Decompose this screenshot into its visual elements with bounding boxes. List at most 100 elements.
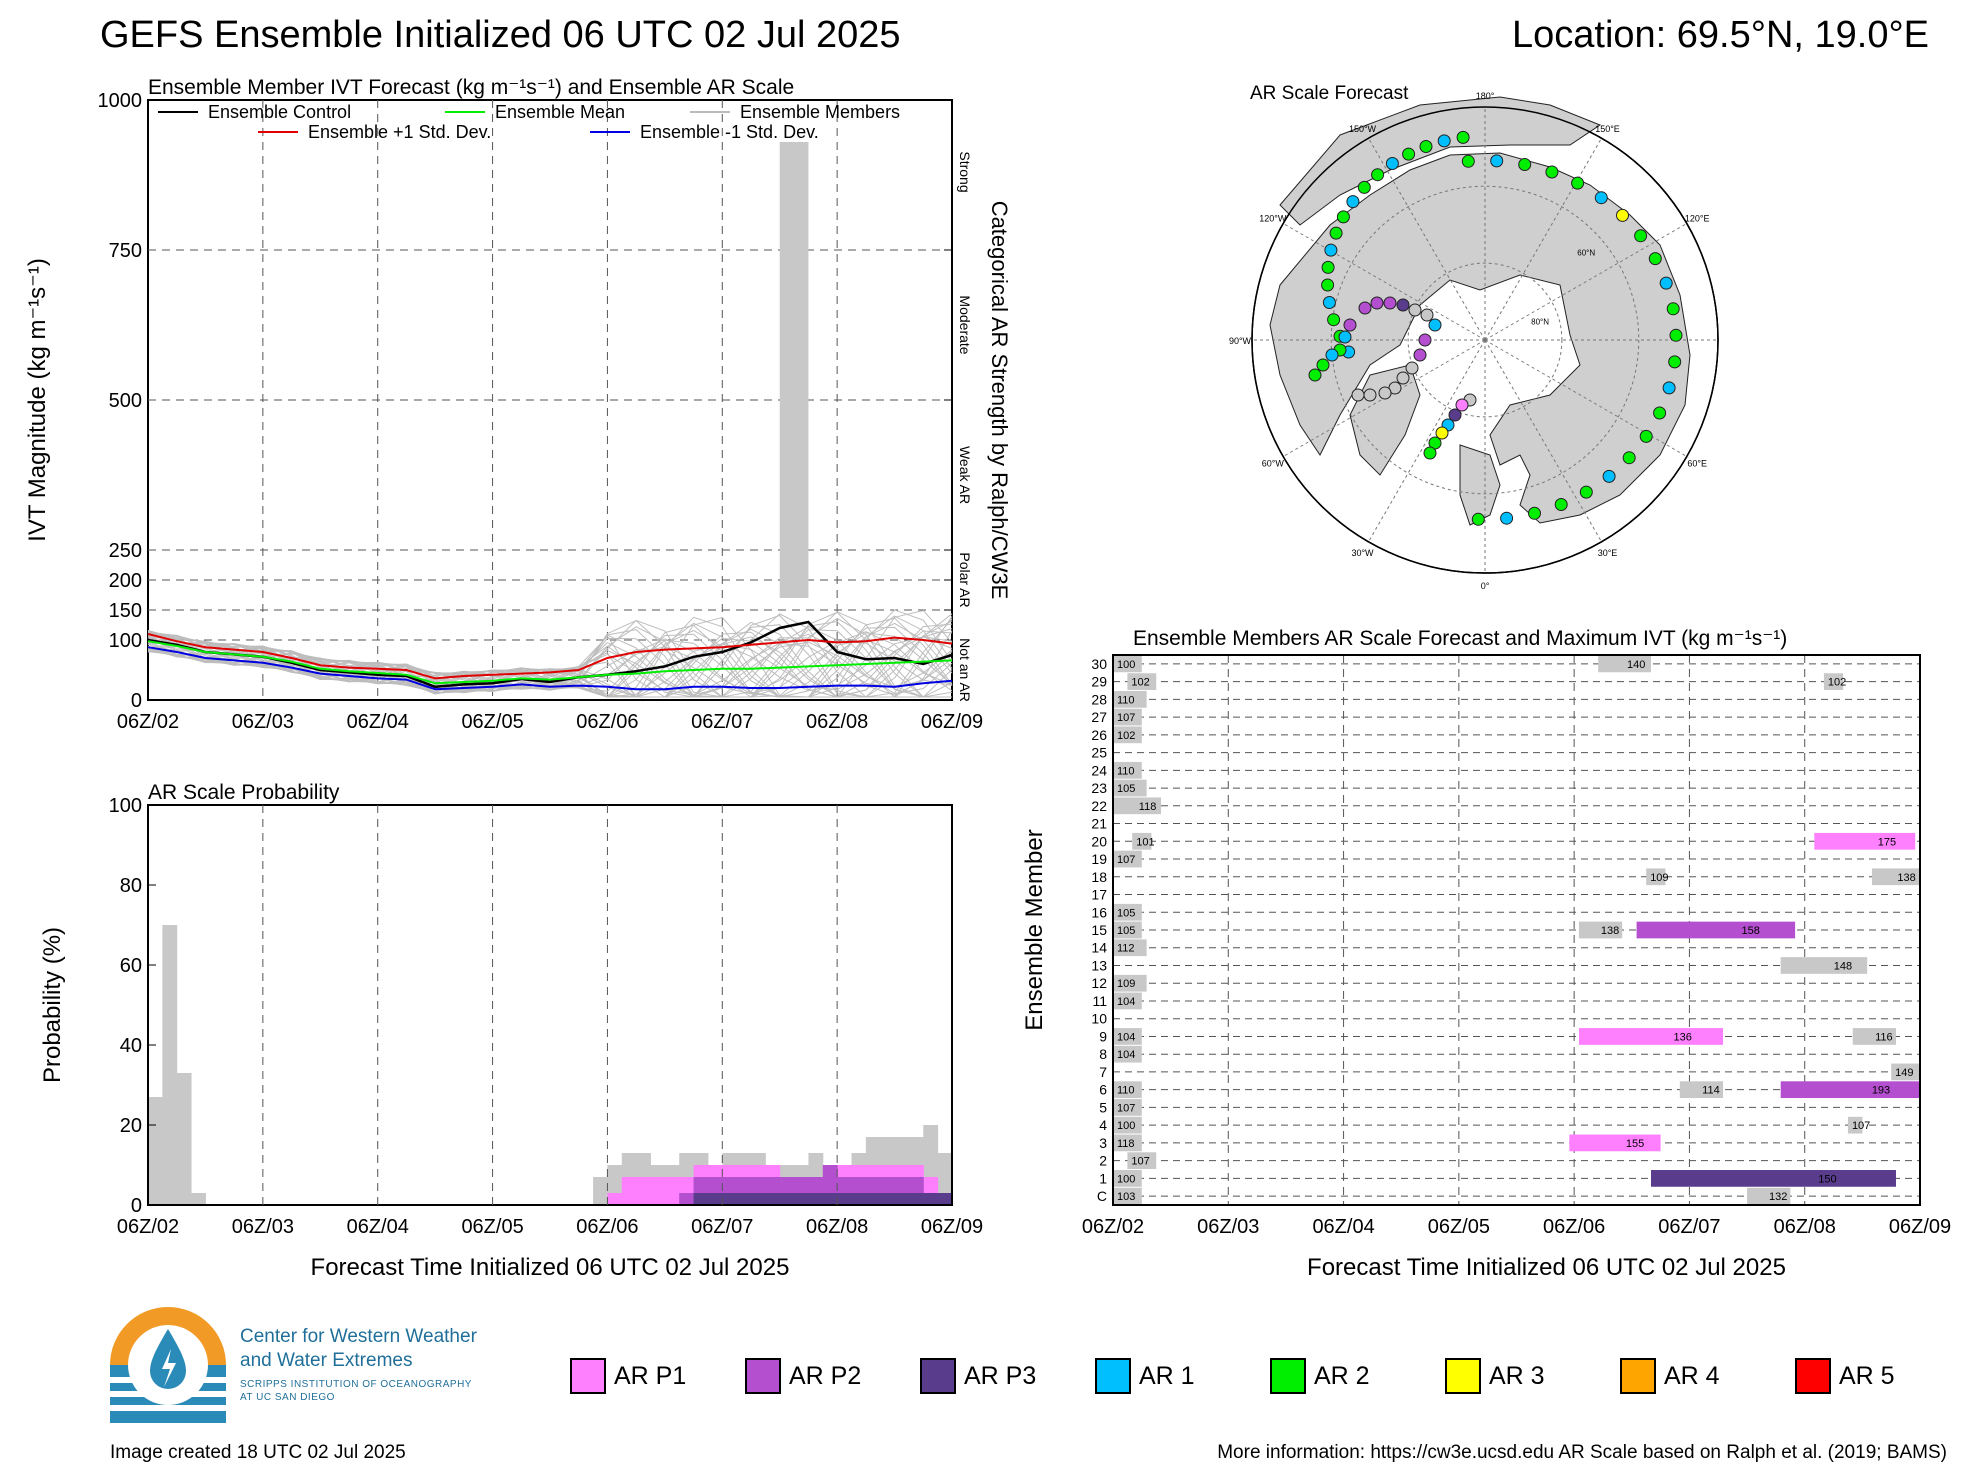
legend-label: Ensemble Control bbox=[208, 102, 351, 122]
longitude-label: 90°W bbox=[1229, 336, 1252, 346]
member-label: 14 bbox=[1091, 940, 1107, 956]
x-tick-label: 06Z/07 bbox=[1658, 1216, 1720, 1238]
prob-bar bbox=[650, 1177, 666, 1205]
footer-created: Image created 18 UTC 02 Jul 2025 bbox=[110, 1442, 406, 1463]
legend-item: AR P2 bbox=[745, 1358, 861, 1394]
longitude-label: 60°W bbox=[1262, 459, 1285, 469]
ar-track-point bbox=[1316, 358, 1330, 372]
member-bar bbox=[1127, 1152, 1157, 1170]
legend-label: AR 2 bbox=[1314, 1361, 1370, 1390]
member-bar bbox=[1679, 1081, 1724, 1099]
y-tick-label: 100 bbox=[109, 795, 142, 817]
ar-track-point bbox=[1346, 195, 1360, 209]
ar-legend: AR P1 AR P2 AR P3 AR 1 AR 2 AR 3 AR 4 AR 5 bbox=[570, 1358, 1960, 1402]
prob-bar bbox=[176, 1073, 192, 1205]
member-bar-value: 102 bbox=[1828, 677, 1846, 689]
prob-bar bbox=[937, 1153, 953, 1205]
ar-track-point bbox=[1357, 180, 1371, 194]
member-label: 25 bbox=[1091, 745, 1107, 761]
member-bar bbox=[1780, 1081, 1920, 1099]
member-bar-value: 100 bbox=[1117, 1173, 1135, 1185]
ar-track-point bbox=[1448, 408, 1462, 422]
x-tick-label: 06Z/06 bbox=[576, 711, 638, 733]
latitude-label: 80°N bbox=[1531, 318, 1549, 327]
prob-bar bbox=[851, 1193, 867, 1205]
legend-swatch bbox=[570, 1358, 606, 1394]
org-sub-line1: SCRIPPS INSTITUTION OF OCEANOGRAPHY bbox=[240, 1379, 472, 1390]
ar-track-point bbox=[1435, 426, 1449, 440]
member-bar bbox=[1113, 655, 1142, 673]
member-label: 17 bbox=[1091, 887, 1107, 903]
meridian bbox=[1368, 137, 1486, 341]
member-bar bbox=[1636, 921, 1796, 939]
member-label: 15 bbox=[1091, 922, 1107, 938]
ar-track-point bbox=[1545, 165, 1559, 179]
member-label: 3 bbox=[1099, 1135, 1107, 1151]
ar-track-point bbox=[1579, 485, 1593, 499]
member-bar-value: 118 bbox=[1139, 801, 1157, 813]
ar-track-point bbox=[1327, 313, 1341, 327]
member-bar-value: 175 bbox=[1878, 836, 1896, 848]
member-bar bbox=[1852, 1028, 1896, 1045]
prob-bar bbox=[664, 1177, 680, 1205]
land-mass bbox=[1269, 152, 1691, 524]
prob-bar bbox=[765, 1193, 781, 1205]
org-name: Center for Western Weather and Water Ext… bbox=[240, 1325, 477, 1373]
member-bar bbox=[1113, 761, 1142, 779]
ar-track-point bbox=[1602, 469, 1616, 483]
legend-swatch bbox=[1795, 1358, 1831, 1394]
member-bar-value: 148 bbox=[1834, 960, 1852, 972]
member-chart: C123456789101112131415161718192021222324… bbox=[1021, 627, 1951, 1281]
ar-track-point bbox=[1648, 252, 1662, 266]
member-label: 16 bbox=[1091, 904, 1107, 920]
x-tick-label: 06Z/02 bbox=[117, 711, 179, 733]
member-bar-value: 138 bbox=[1897, 872, 1915, 884]
member-label: 2 bbox=[1099, 1153, 1107, 1169]
member-bar bbox=[1651, 1170, 1896, 1187]
member-bar-value: 149 bbox=[1895, 1067, 1913, 1079]
plot-frame bbox=[147, 99, 953, 701]
x-tick-label: 06Z/02 bbox=[1082, 1216, 1144, 1238]
member-label: 18 bbox=[1091, 869, 1107, 885]
legend-item: AR 4 bbox=[1620, 1358, 1720, 1394]
member-bar bbox=[1578, 1028, 1724, 1045]
member-bar-value: 107 bbox=[1852, 1120, 1870, 1132]
prob-bar bbox=[679, 1193, 695, 1205]
series-line bbox=[147, 646, 953, 691]
legend-label: Ensemble +1 Std. Dev. bbox=[308, 122, 491, 142]
land-mass bbox=[1459, 444, 1501, 526]
ar-track-point bbox=[1370, 296, 1384, 310]
member-bar bbox=[1823, 673, 1844, 690]
ar-track-point bbox=[1471, 512, 1485, 526]
longitude-label: 150°E bbox=[1595, 124, 1620, 134]
x-tick-label: 06Z/09 bbox=[921, 711, 983, 733]
category-label: Weak AR bbox=[957, 446, 973, 504]
ar-track-point bbox=[1329, 226, 1343, 240]
org-subtitle: SCRIPPS INSTITUTION OF OCEANOGRAPHY AT U… bbox=[240, 1378, 472, 1404]
ar-track-point bbox=[1500, 511, 1514, 525]
y-axis-label: Probability (%) bbox=[39, 927, 66, 1083]
longitude-label: 30°E bbox=[1598, 548, 1618, 558]
legend-swatch bbox=[1445, 1358, 1481, 1394]
x-tick-label: 06Z/08 bbox=[806, 1216, 868, 1238]
legend-item: AR P3 bbox=[920, 1358, 1036, 1394]
longitude-label: 30°W bbox=[1351, 548, 1374, 558]
ar-track-point bbox=[1634, 229, 1648, 243]
meridian bbox=[1484, 223, 1688, 341]
member-bar bbox=[1814, 832, 1916, 850]
member-bar-value: 100 bbox=[1117, 659, 1135, 671]
member-bar-value: 193 bbox=[1872, 1085, 1890, 1097]
y-tick-label: 60 bbox=[120, 955, 142, 977]
member-bar bbox=[1113, 992, 1142, 1010]
longitude-label: 60°E bbox=[1687, 459, 1707, 469]
plot-frame bbox=[1112, 654, 1921, 1206]
footer-info: More information: https://cw3e.ucsd.edu … bbox=[1217, 1442, 1947, 1463]
ar-track-point bbox=[1322, 296, 1336, 309]
latitude-label: 60°N bbox=[1577, 248, 1595, 257]
member-bar bbox=[1113, 1081, 1142, 1099]
member-bar-value: 110 bbox=[1117, 1085, 1135, 1097]
ar-track-point bbox=[1420, 308, 1434, 322]
ar-track-point bbox=[1371, 168, 1385, 182]
member-bar-value: 101 bbox=[1136, 836, 1154, 848]
ar-track-point bbox=[1419, 140, 1433, 153]
